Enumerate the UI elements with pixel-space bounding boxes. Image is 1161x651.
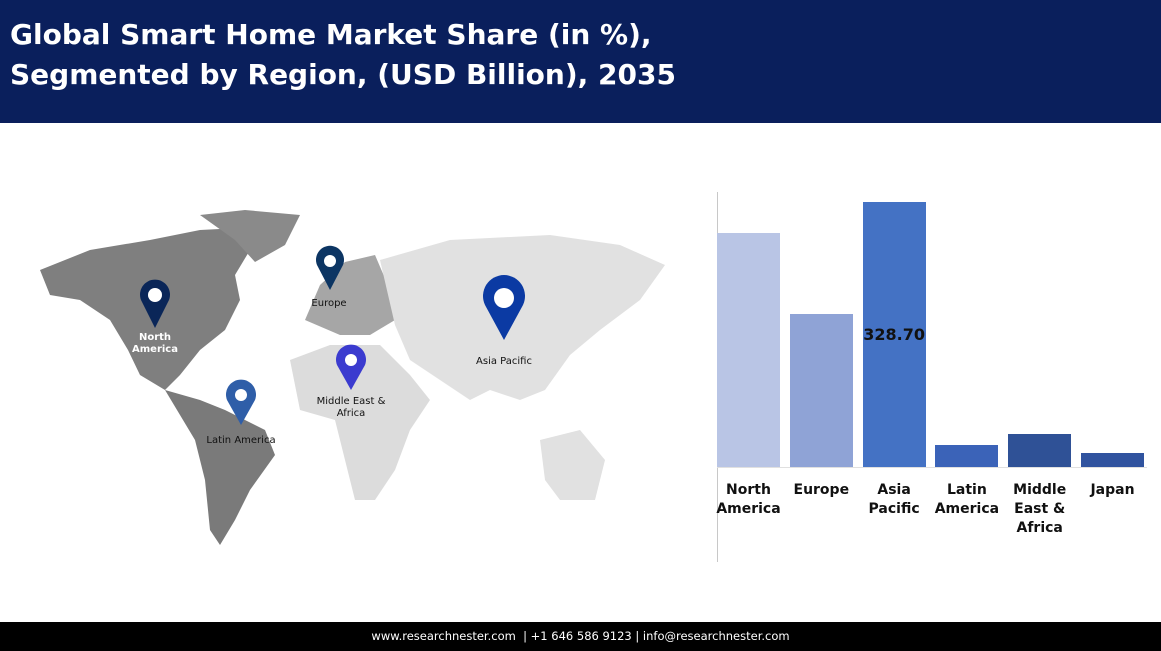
map-label: North America <box>132 332 178 355</box>
pin <box>336 344 366 390</box>
map-label: Asia Pacific <box>476 356 532 367</box>
x-tick-label: Latin America <box>934 482 1000 517</box>
world-map: North America Europe Asia Pacific Middle… <box>40 210 665 545</box>
pin <box>225 379 256 425</box>
x-tick-label: Middle East & Africa <box>1013 482 1067 536</box>
footer: www.researchnester.com | +1 646 586 9123… <box>0 622 1161 651</box>
bar <box>717 233 780 467</box>
bar <box>862 202 926 467</box>
data-label: 328.70 <box>863 324 925 344</box>
title-line: Segmented by Region, (USD Billion), 2035 <box>10 58 676 91</box>
bar <box>1081 453 1144 467</box>
bar <box>935 445 999 467</box>
map-label: Latin America <box>206 435 275 446</box>
baseline <box>717 467 1147 468</box>
bar <box>789 313 853 467</box>
x-tick-label: North America <box>716 482 781 517</box>
x-tick-label: Japan <box>1090 482 1135 498</box>
x-tick-label: Asia Pacific <box>868 482 920 517</box>
title-line: Global Smart Home Market Share (in %), <box>10 18 652 51</box>
pin <box>316 245 345 290</box>
x-tick-label: Europe <box>793 482 850 498</box>
bar <box>1008 433 1072 467</box>
map-label: Middle East & Africa <box>317 396 386 419</box>
pin <box>483 275 525 340</box>
header: Global Smart Home Market Share (in %), S… <box>0 0 1161 123</box>
map-label: Europe <box>311 298 346 309</box>
pin <box>140 279 170 328</box>
